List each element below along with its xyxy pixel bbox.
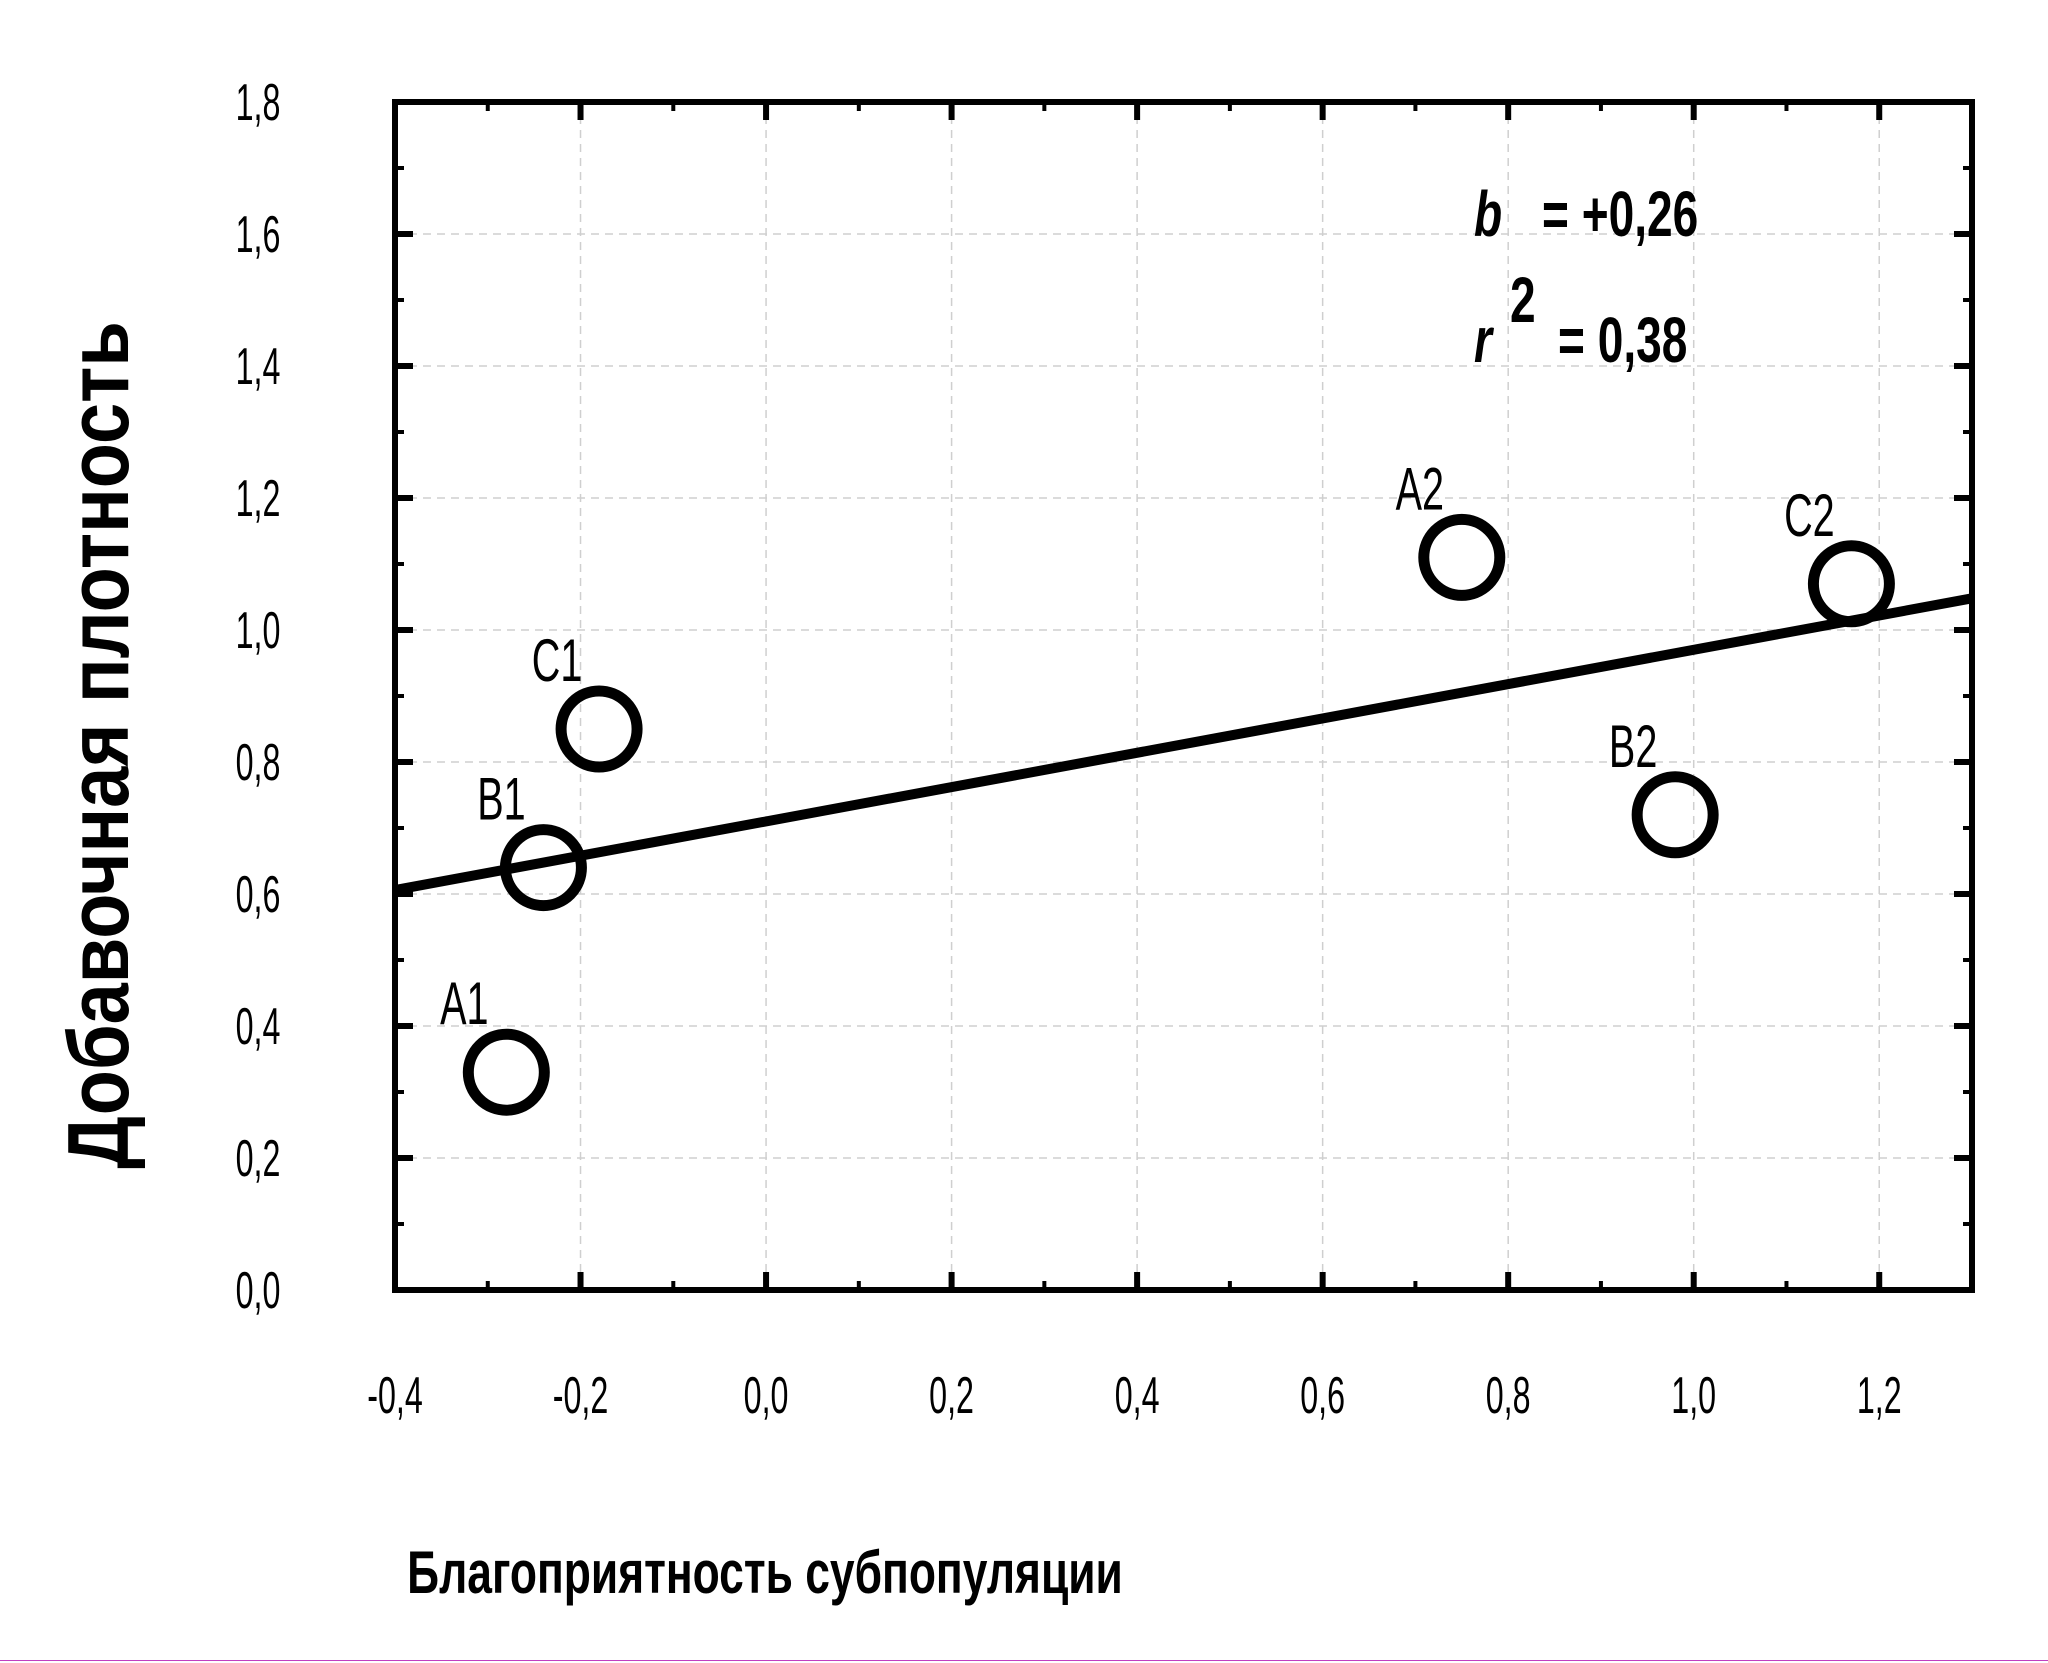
x-tick-labels: -0,4 -0,2 0,0 0,2 0,4 0,6 0,8 1,0 1,2 <box>367 1367 1901 1425</box>
slope-symbol: b <box>1474 179 1502 250</box>
r-squared-symbol: r <box>1474 305 1495 376</box>
axis-ticks <box>392 99 1972 1293</box>
x-tick-label: 0,8 <box>1486 1367 1531 1425</box>
x-tick-label: 1,2 <box>1857 1367 1902 1425</box>
point-label-c2: C2 <box>1784 482 1835 549</box>
x-tick-label: 1,0 <box>1671 1367 1716 1425</box>
data-point-b2 <box>1631 771 1719 859</box>
x-tick-label: -0,2 <box>553 1367 609 1425</box>
r-squared-value: = 0,38 <box>1558 305 1687 376</box>
y-tick-label: 0,0 <box>236 1262 281 1320</box>
y-tick-label: 1,4 <box>236 338 281 396</box>
y-tick-label: 1,6 <box>236 206 281 264</box>
plot-frame <box>392 99 1975 1293</box>
data-point-b1 <box>499 824 587 912</box>
y-tick-label: 0,6 <box>236 866 281 924</box>
y-axis-title: Добавочная плотность <box>50 321 147 1169</box>
x-tick-label: 0,6 <box>1300 1367 1345 1425</box>
y-tick-label: 0,2 <box>236 1130 281 1188</box>
point-label-b2: B2 <box>1609 713 1657 780</box>
regression-line-group <box>394 593 1973 895</box>
bottom-rule <box>0 1660 2048 1661</box>
x-axis-title: Благоприятность субпопуляции <box>407 1540 1123 1607</box>
x-tick-label: 0,0 <box>744 1367 789 1425</box>
x-tick-label: -0,4 <box>367 1367 423 1425</box>
stats-annotation: b = +0,26 r 2 = 0,38 <box>1474 179 1698 376</box>
data-points: A1 B1 C1 A2 B2 C2 <box>440 455 1895 1116</box>
y-tick-label: 0,4 <box>236 998 281 1056</box>
data-point-c1 <box>555 685 643 773</box>
point-label-a2: A2 <box>1396 455 1444 522</box>
data-point-c2 <box>1807 540 1895 628</box>
grid-lines <box>395 102 1972 1290</box>
data-point-a1 <box>462 1028 550 1116</box>
y-tick-label: 0,8 <box>236 734 281 792</box>
y-tick-labels: 0,0 0,2 0,4 0,6 0,8 1,0 1,2 1,4 1,6 1,8 <box>236 74 281 1320</box>
x-tick-label: 0,4 <box>1115 1367 1160 1425</box>
point-label-a1: A1 <box>440 970 488 1037</box>
y-tick-label: 1,2 <box>236 470 281 528</box>
x-tick-label: 0,2 <box>929 1367 974 1425</box>
slope-value: = +0,26 <box>1542 179 1698 250</box>
point-label-c1: C1 <box>532 627 583 694</box>
regression-line <box>394 593 1973 895</box>
r-squared-superscript: 2 <box>1510 265 1536 336</box>
y-tick-label: 1,0 <box>236 602 281 660</box>
point-label-b1: B1 <box>477 765 525 832</box>
y-tick-label: 1,8 <box>236 74 281 132</box>
data-point-a2 <box>1418 513 1506 601</box>
